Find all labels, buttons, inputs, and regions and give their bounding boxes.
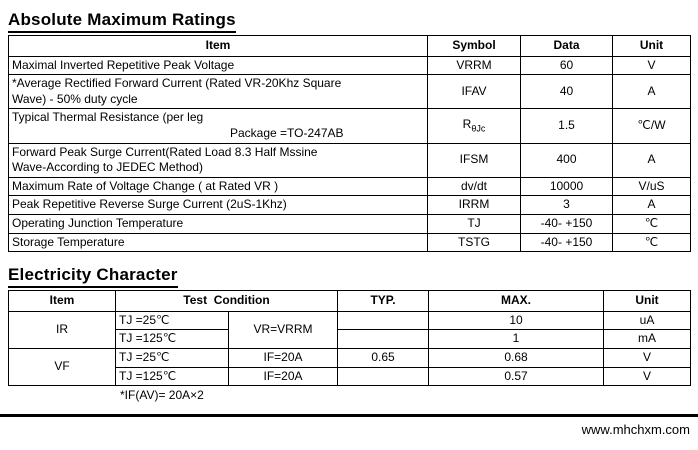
table-row: Forward Peak Surge Current(Rated Load 8.…: [8, 142, 691, 178]
condition-cell: TJ =25℃: [115, 347, 229, 368]
condition-cell: TJ =125℃: [115, 329, 229, 349]
elec-header-max: MAX.: [428, 290, 604, 312]
symbol-cell: RθJc: [427, 108, 521, 144]
item-cell: *Average Rectified Forward Current (Rate…: [8, 74, 428, 110]
max-cell: 0.57: [428, 366, 604, 387]
condition-cell: TJ =25℃: [115, 310, 229, 331]
symbol-cell: VRRM: [427, 55, 521, 76]
item-line-2: Package =TO-247AB: [230, 125, 344, 140]
symbol-cell: dv/dt: [427, 176, 521, 197]
item-cell: Forward Peak Surge Current(Rated Load 8.…: [8, 142, 428, 178]
data-cell: 1.5: [520, 108, 613, 144]
unit-cell: V: [603, 366, 691, 387]
condition-cell: IF=20A: [228, 347, 338, 368]
data-cell: -40- +150: [520, 213, 613, 234]
unit-cell: V/uS: [612, 176, 691, 197]
item-cell: Maximum Rate of Voltage Change ( at Rate…: [8, 176, 428, 197]
table-row: IR TJ =25℃ VR=VRRM 10 uA: [8, 310, 691, 349]
typ-cell: [337, 310, 429, 331]
table-row: VF TJ =25℃ IF=20A 0.65 0.68 V: [8, 347, 691, 387]
item-cell: Operating Junction Temperature: [8, 213, 428, 234]
unit-cell: mA: [603, 329, 691, 349]
table-row: TJ =125℃ 1 mA: [9, 329, 691, 349]
data-cell: 60: [520, 55, 613, 76]
footnote: *IF(AV)= 20A×2: [120, 388, 204, 403]
table-row: Maximal Inverted Repetitive Peak Voltage…: [8, 55, 691, 76]
elec-header-row: Item Test Condition TYP. MAX. Unit: [8, 290, 691, 312]
symbol-subscript: θJc: [471, 123, 486, 134]
elec-header-unit: Unit: [603, 290, 691, 312]
abs-max-header-unit: Unit: [612, 35, 691, 57]
typ-cell: [337, 366, 429, 387]
elec-header-test-condition: Test Condition: [115, 290, 338, 312]
abs-max-table: Item Symbol Data Unit Maximal Inverted R…: [8, 35, 691, 253]
footer-url: www.mhchxm.com: [581, 422, 690, 437]
item-cell: VF: [8, 347, 116, 387]
footer-rule: [0, 414, 698, 417]
max-cell: 1: [428, 329, 604, 349]
symbol-main: R: [462, 116, 472, 131]
typ-cell: 0.65: [337, 347, 429, 368]
max-cell: 10: [428, 310, 604, 331]
abs-max-title: Absolute Maximum Ratings: [8, 10, 236, 33]
table-row: *Average Rectified Forward Current (Rate…: [8, 74, 691, 110]
item-cell: Peak Repetitive Reverse Surge Current (2…: [8, 195, 428, 215]
symbol-cell: IFSM: [427, 142, 521, 178]
data-cell: 10000: [520, 176, 613, 197]
symbol-cell: IFAV: [427, 74, 521, 110]
unit-cell: ℃: [612, 232, 691, 253]
data-cell: 40: [520, 74, 613, 110]
table-row: Peak Repetitive Reverse Surge Current (2…: [8, 195, 691, 215]
unit-cell: A: [612, 195, 691, 215]
item-line-1: Forward Peak Surge Current(Rated Load 8.…: [12, 144, 318, 159]
item-line-2: Wave-According to JEDEC Method): [12, 160, 203, 175]
elec-table: Item Test Condition TYP. MAX. Unit IR TJ…: [8, 290, 691, 387]
unit-cell: uA: [603, 310, 691, 331]
data-cell: 3: [520, 195, 613, 215]
typ-cell: [337, 329, 429, 349]
item-line-1: Typical Thermal Resistance (per leg: [12, 110, 204, 125]
condition-cell: TJ =125℃: [115, 366, 229, 387]
table-row: Storage Temperature TSTG -40- +150 ℃: [8, 232, 691, 253]
elec-header-item: Item: [8, 290, 116, 312]
unit-cell: ℃: [612, 213, 691, 234]
abs-max-header-item: Item: [8, 35, 428, 57]
item-cell: Storage Temperature: [8, 232, 428, 253]
table-row: TJ =125℃ IF=20A 0.57 V: [9, 366, 691, 387]
item-line-1: *Average Rectified Forward Current (Rate…: [12, 76, 342, 91]
table-row: Maximum Rate of Voltage Change ( at Rate…: [8, 176, 691, 197]
symbol-cell: IRRM: [427, 195, 521, 215]
datasheet-page: Absolute Maximum Ratings Item Symbol Dat…: [0, 10, 698, 450]
item-cell: IR: [8, 310, 116, 349]
abs-max-header-row: Item Symbol Data Unit: [8, 35, 691, 57]
unit-cell: ℃/W: [612, 108, 691, 144]
unit-cell: A: [612, 142, 691, 178]
table-row: Operating Junction Temperature TJ -40- +…: [8, 213, 691, 234]
abs-max-header-data: Data: [520, 35, 613, 57]
unit-cell: V: [603, 347, 691, 368]
unit-cell: A: [612, 74, 691, 110]
condition-cell: IF=20A: [228, 366, 338, 387]
table-row: Typical Thermal Resistance (per leg Pack…: [8, 108, 691, 144]
data-cell: -40- +150: [520, 232, 613, 253]
unit-cell: V: [612, 55, 691, 76]
symbol-cell: TJ: [427, 213, 521, 234]
max-cell: 0.68: [428, 347, 604, 368]
item-cell: Typical Thermal Resistance (per leg Pack…: [8, 108, 428, 144]
item-cell: Maximal Inverted Repetitive Peak Voltage: [8, 55, 428, 76]
elec-header-typ: TYP.: [337, 290, 429, 312]
symbol-cell: TSTG: [427, 232, 521, 253]
elec-title: Electricity Character: [8, 265, 178, 289]
data-cell: 400: [520, 142, 613, 178]
abs-max-header-symbol: Symbol: [427, 35, 521, 57]
item-line-2: Wave) - 50% duty cycle: [12, 91, 138, 106]
condition-cell: VR=VRRM: [228, 310, 338, 349]
